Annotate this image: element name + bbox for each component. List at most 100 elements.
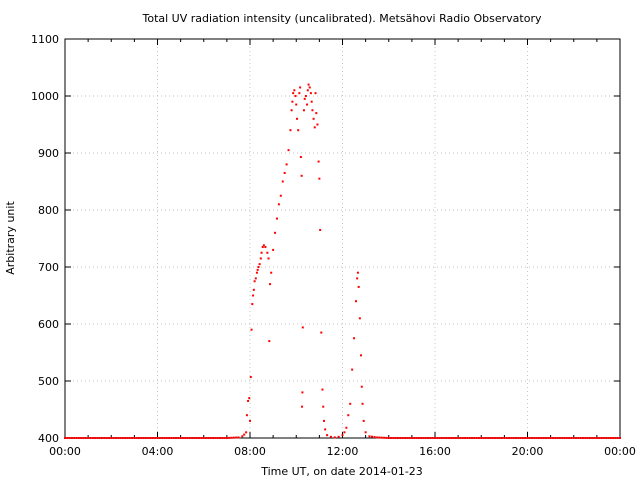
data-point [356, 277, 359, 280]
data-point [216, 437, 219, 439]
data-point [274, 231, 277, 234]
data-point [484, 437, 487, 439]
data-point [447, 437, 450, 439]
data-point [73, 437, 76, 439]
data-point [489, 437, 492, 439]
data-point [221, 437, 224, 439]
data-point [452, 437, 455, 439]
data-point [140, 437, 143, 439]
data-point [64, 437, 66, 439]
data-point [135, 437, 138, 439]
data-point [508, 437, 510, 439]
data-point [188, 437, 191, 439]
data-point [228, 436, 231, 439]
data-point [368, 435, 371, 438]
data-point [545, 437, 547, 439]
data-point [326, 434, 329, 437]
data-point [561, 437, 564, 439]
data-point [595, 437, 598, 439]
data-point [82, 437, 85, 439]
data-point [337, 435, 340, 438]
data-point [177, 437, 180, 439]
data-point [103, 437, 106, 439]
data-point [249, 376, 252, 379]
data-point [322, 405, 325, 408]
data-point [235, 436, 238, 439]
data-point [464, 437, 467, 439]
data-point [84, 437, 87, 439]
data-point [232, 436, 235, 439]
x-tick-label: 04:00 [142, 445, 174, 458]
y-tick-label: 500 [38, 375, 59, 388]
data-point [301, 405, 304, 408]
data-point [202, 437, 205, 439]
data-point [364, 431, 367, 434]
axis-ticks [64, 38, 621, 439]
data-point [272, 248, 275, 251]
data-point [252, 294, 255, 297]
data-point [575, 437, 578, 439]
data-point [317, 160, 320, 163]
data-point [126, 437, 129, 439]
data-point [491, 437, 494, 439]
data-point [179, 437, 182, 439]
data-point [218, 437, 221, 439]
data-point [362, 419, 365, 422]
data-point [535, 437, 538, 439]
data-points [64, 83, 621, 439]
data-point [357, 285, 360, 288]
data-point [373, 436, 376, 439]
data-point [68, 437, 71, 439]
data-point [602, 437, 605, 439]
data-point [551, 437, 554, 439]
data-point [114, 437, 117, 439]
data-point [191, 437, 194, 439]
data-point [306, 103, 309, 106]
y-axis-label: Arbitrary unit [4, 201, 17, 275]
data-point [172, 437, 175, 439]
data-point [281, 180, 284, 183]
data-point [356, 271, 359, 274]
data-point [291, 100, 294, 103]
data-point [333, 436, 336, 439]
data-point [248, 397, 251, 400]
data-point [512, 437, 515, 439]
data-point [209, 437, 212, 439]
data-point [300, 174, 303, 177]
data-point [170, 437, 173, 439]
data-point [505, 437, 508, 439]
data-point [361, 402, 364, 405]
data-point [294, 95, 297, 97]
data-point [304, 95, 307, 97]
data-point [572, 437, 575, 439]
data-point [124, 437, 127, 439]
data-point [299, 155, 302, 158]
data-point [301, 391, 304, 394]
data-point [471, 437, 473, 439]
data-point [119, 437, 122, 439]
data-point [293, 89, 296, 92]
data-point [156, 437, 159, 439]
data-point [98, 437, 101, 439]
data-point [277, 203, 280, 206]
data-point [354, 300, 357, 303]
y-tick-label: 1000 [31, 90, 59, 103]
data-point [353, 337, 356, 340]
data-point [454, 437, 457, 439]
data-point [181, 437, 184, 439]
data-point [468, 437, 471, 439]
data-point [266, 251, 269, 254]
data-point [570, 437, 573, 439]
data-point [457, 437, 460, 439]
y-tick-label: 1100 [31, 33, 59, 46]
data-point [66, 437, 69, 439]
data-point [343, 431, 346, 434]
data-point [270, 271, 273, 274]
data-point [168, 437, 171, 439]
data-point [251, 303, 254, 306]
data-point [112, 437, 115, 439]
data-point [591, 437, 594, 439]
data-point [376, 436, 379, 439]
data-point [521, 437, 524, 439]
